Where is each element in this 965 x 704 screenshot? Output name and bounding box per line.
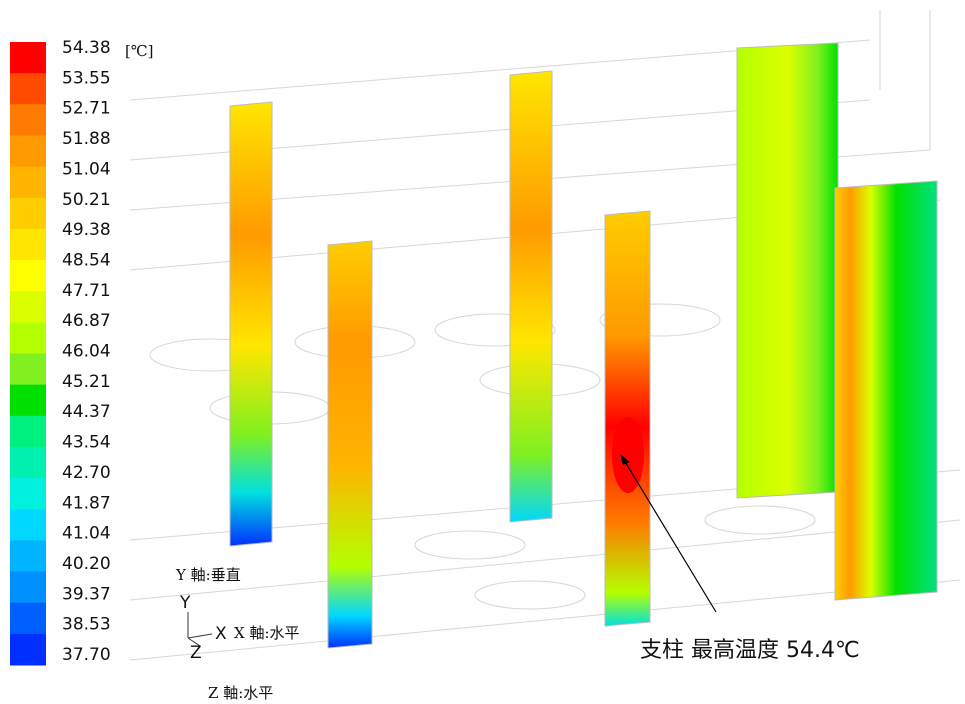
y-glyph: Y (179, 593, 191, 613)
colorbar-label: 38.53 (62, 615, 111, 635)
colorbar-band (10, 260, 46, 292)
colorbar-label: 54.38 (62, 38, 111, 58)
colorbar-label: 51.88 (62, 129, 111, 149)
colorbar-band (10, 384, 46, 417)
colorbar-band (10, 540, 46, 573)
annotation: 支柱 最高温度 54.4℃ (640, 638, 860, 663)
colorbar-band (10, 166, 46, 199)
colorbar-label: 48.54 (62, 250, 111, 270)
colorbar-label: 39.37 (62, 584, 111, 604)
colorbar-band (10, 509, 46, 541)
colorbar-label: 41.87 (62, 493, 111, 513)
colorbar-label: 53.55 (62, 68, 111, 88)
x-glyph: X (215, 624, 227, 644)
unit-label: [℃] (125, 42, 153, 60)
colorbar-label: 49.38 (62, 220, 111, 240)
axis-triad: Y X Z Y 軸:垂直 X 軸:水平 Z 軸:水平 (175, 566, 300, 702)
colorbar-label: 40.20 (62, 554, 111, 574)
arrow-head (620, 454, 630, 465)
y-axis-label: Y 軸:垂直 (175, 566, 241, 584)
colorbar-label: 44.37 (62, 402, 111, 422)
colorbar-band (10, 104, 46, 136)
colorbar-band (10, 42, 46, 74)
colorbar-band (10, 353, 46, 386)
colorbar-band (10, 633, 46, 666)
annotation-arrow (623, 459, 717, 613)
pillars (229, 42, 938, 649)
colorbar-band (10, 322, 46, 354)
colorbar-band (10, 291, 46, 323)
z-glyph: Z (190, 643, 202, 663)
colorbar-band (10, 197, 46, 230)
colorbar-band (10, 415, 46, 448)
colorbar-label: 47.71 (62, 281, 111, 301)
colorbar-label: 51.04 (62, 159, 111, 179)
colorbar-band (10, 73, 46, 105)
colorbar-label: 50.21 (62, 190, 111, 210)
colorbar-label: 42.70 (62, 463, 111, 483)
colorbar-band (10, 228, 46, 261)
colorbar-band (10, 135, 46, 168)
colorbar-label: 45.21 (62, 372, 111, 392)
colorbar-label: 41.04 (62, 524, 111, 544)
colorbar-band (10, 602, 46, 635)
colorbar-band (10, 478, 46, 510)
colorbar-band (10, 446, 46, 479)
colorbar-label: 46.87 (62, 311, 111, 331)
colorbar-band (10, 571, 46, 604)
colorbar-label: 43.54 (62, 433, 111, 453)
colorbar: 54.38 53.55 52.71 51.88 51.04 50.21 49.38 48.54… (10, 38, 111, 666)
x-axis-label: X 軸:水平 (234, 624, 300, 642)
colorbar-label: 52.71 (62, 99, 111, 119)
colorbar-label: 37.70 (62, 645, 111, 665)
colorbar-label: 46.04 (62, 342, 111, 362)
z-axis-label: Z 軸:水平 (208, 684, 273, 702)
